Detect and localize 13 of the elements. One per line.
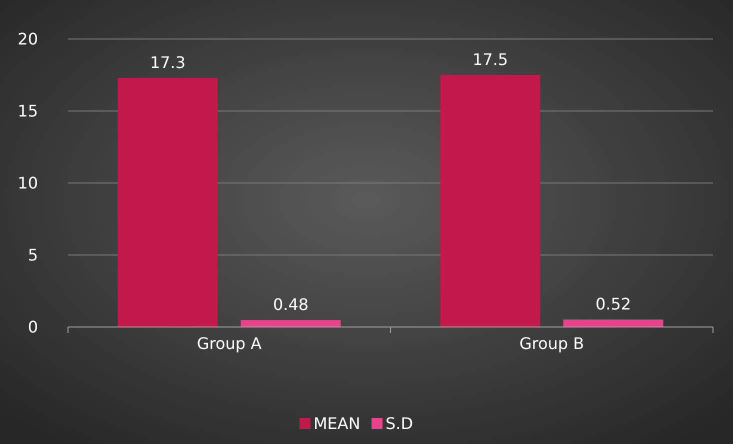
x-tick-label: Group A (196, 334, 262, 353)
legend-label: S.D (386, 414, 414, 433)
data-label: 0.52 (595, 294, 632, 314)
data-label: 17.3 (150, 52, 186, 72)
legend-label: MEAN (314, 414, 360, 433)
data-label: 17.5 (472, 50, 508, 69)
x-tick-label: Group B (519, 334, 584, 353)
y-tick-label: 10 (18, 174, 38, 193)
data-label: 0.48 (272, 295, 309, 314)
y-tick-label: 0 (28, 318, 38, 337)
y-tick-label: 5 (28, 246, 38, 265)
y-tick-label: 20 (18, 30, 38, 49)
y-tick-label: 15 (18, 102, 38, 121)
